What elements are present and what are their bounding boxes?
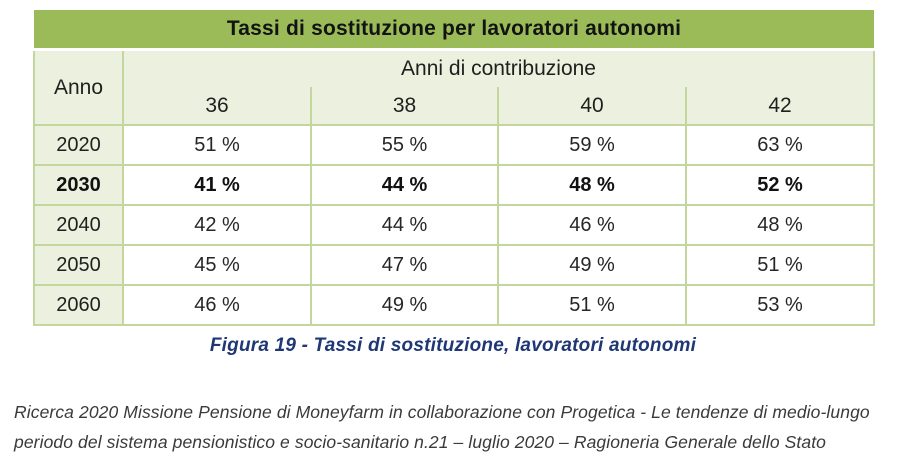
replacement-rates-table: Tassi di sostituzione per lavoratori aut… <box>33 10 876 326</box>
column-header-36: 36 <box>122 87 312 126</box>
source-citation-line-2: periodo del sistema pensionistico e soci… <box>14 432 827 452</box>
figure-19: Tassi di sostituzione per lavoratori aut… <box>14 10 876 457</box>
year-label: 2040 <box>33 204 124 246</box>
table-row-2050: 2050 45 % 47 % 49 % 51 % <box>33 244 876 286</box>
value-cell: 53 % <box>684 284 876 326</box>
table-header-group-row: Anno Anni di contribuzione <box>33 48 876 126</box>
source-citation: Ricerca 2020 Missione Pensione di Moneyf… <box>14 397 899 457</box>
value-cell: 55 % <box>310 124 499 166</box>
column-header-42: 42 <box>684 87 876 126</box>
value-cell: 47 % <box>310 244 499 286</box>
value-cell: 44 % <box>310 204 499 246</box>
value-cell: 41 % <box>122 164 312 206</box>
value-cell: 44 % <box>310 164 499 206</box>
column-header-40: 40 <box>497 87 687 126</box>
value-cell: 46 % <box>122 284 312 326</box>
table-row-2060: 2060 46 % 49 % 51 % 53 % <box>33 284 876 326</box>
table-row-2020: 2020 51 % 55 % 59 % 63 % <box>33 124 876 166</box>
year-label: 2030 <box>33 164 124 206</box>
value-cell: 49 % <box>310 284 499 326</box>
value-cell: 48 % <box>684 204 876 246</box>
table-title-row: Tassi di sostituzione per lavoratori aut… <box>34 10 875 51</box>
year-label: 2060 <box>33 284 124 326</box>
year-label: 2050 <box>33 244 124 286</box>
column-group-header: Anni di contribuzione <box>121 48 876 87</box>
value-cell: 59 % <box>497 124 687 166</box>
table-header-columns-row: 36 38 40 42 <box>34 87 876 126</box>
value-cell: 49 % <box>497 244 687 286</box>
column-header-38: 38 <box>310 87 499 126</box>
value-cell: 51 % <box>684 244 876 286</box>
row-header-anno: Anno <box>33 48 124 126</box>
value-cell: 63 % <box>684 124 876 166</box>
value-cell: 52 % <box>684 164 876 206</box>
value-cell: 51 % <box>497 284 687 326</box>
figure-caption: Figura 19 - Tassi di sostituzione, lavor… <box>209 335 697 356</box>
value-cell: 46 % <box>497 204 687 246</box>
value-cell: 45 % <box>122 244 312 286</box>
value-cell: 42 % <box>122 204 312 246</box>
table-row-2030: 2030 41 % 44 % 48 % 52 % <box>33 164 876 206</box>
year-label: 2020 <box>33 124 124 166</box>
source-citation-line-1: Ricerca 2020 Missione Pensione di Moneyf… <box>14 402 870 422</box>
table-title: Tassi di sostituzione per lavoratori aut… <box>34 10 875 51</box>
table-row-2040: 2040 42 % 44 % 46 % 48 % <box>33 204 876 246</box>
value-cell: 48 % <box>497 164 687 206</box>
value-cell: 51 % <box>122 124 312 166</box>
